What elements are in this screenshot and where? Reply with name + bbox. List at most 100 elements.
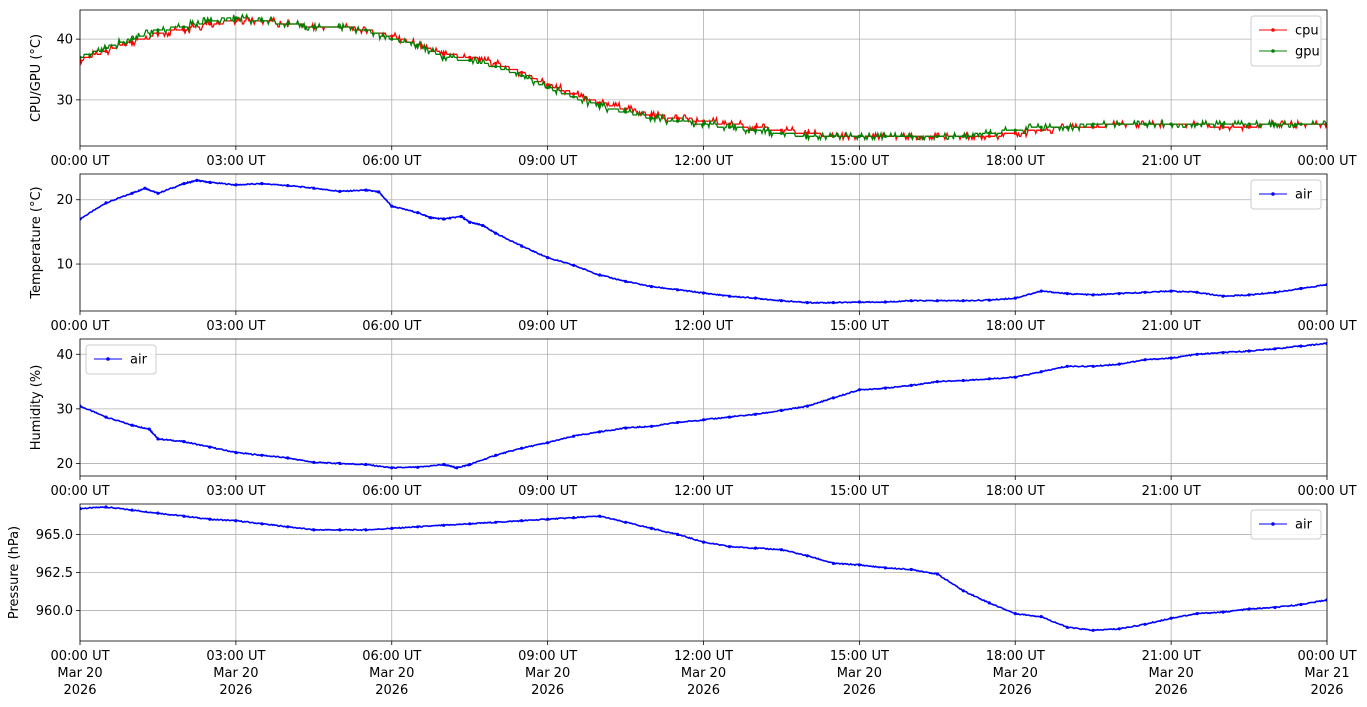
data-point-cpu	[442, 52, 446, 56]
x-tick-label: 03:00 UT	[206, 154, 265, 169]
x-tick-year-label: 2026	[219, 683, 252, 698]
data-point-air	[208, 445, 212, 449]
data-point-gpu	[364, 28, 368, 32]
x-tick-date-label: Mar 20	[525, 666, 570, 681]
data-point-air	[987, 601, 991, 605]
x-tick-label: 00:00 UT	[50, 649, 109, 664]
data-point-cpu	[468, 55, 472, 60]
data-point-gpu	[1221, 122, 1225, 126]
data-point-air	[130, 423, 134, 427]
x-tick-date-label: Mar 20	[993, 666, 1038, 681]
data-point-air	[779, 299, 784, 303]
x-tick-date-label: Mar 20	[1149, 666, 1194, 681]
x-tick-year-label: 2026	[999, 683, 1032, 698]
series-group	[80, 341, 1327, 470]
x-tick-label: 09:00 UT	[518, 649, 577, 664]
data-point-air	[649, 285, 654, 289]
data-point-air	[442, 217, 446, 221]
chart-panel-2: 00:00 UT 03:00 UT 06:00 UT 09:00 UT 12:00 UT…	[29, 173, 1357, 334]
data-point-air	[416, 211, 420, 215]
data-point-air	[286, 184, 290, 188]
y-tick-label: 960.0	[36, 604, 73, 619]
y-tick-label: 40	[56, 348, 73, 363]
data-point-cpu	[675, 116, 680, 120]
x-tick-date-label: Mar 20	[369, 666, 414, 681]
data-point-air	[442, 462, 446, 467]
data-point-gpu	[649, 116, 654, 120]
y-tick-label: 962.5	[36, 566, 73, 581]
data-point-cpu	[779, 128, 784, 132]
data-point-air	[1091, 364, 1095, 368]
x-tick-label: 21:00 UT	[1142, 319, 1201, 334]
chart-panel-1: 00:00 UT 03:00 UT 06:00 UT 09:00 UT 12:00 UT…	[29, 9, 1357, 169]
data-point-gpu	[1247, 122, 1251, 126]
y-tick-label: 20	[56, 457, 73, 472]
x-tick-label: 18:00 UT	[986, 154, 1045, 169]
data-point-air	[572, 434, 576, 438]
x-tick-year-label: 2026	[687, 683, 720, 698]
data-point-air	[1039, 289, 1043, 293]
data-point-air	[675, 420, 680, 425]
data-point-air	[1195, 612, 1199, 616]
data-point-air	[156, 437, 160, 441]
data-point-gpu	[857, 134, 862, 138]
y-axis-label: Temperature (°C)	[29, 186, 44, 299]
data-point-air	[1117, 627, 1121, 631]
x-tick-label: 15:00 UT	[830, 649, 889, 664]
data-point-air	[130, 191, 134, 195]
data-point-gpu	[156, 28, 160, 32]
data-point-air	[675, 532, 680, 537]
plot-frame	[79, 173, 1328, 312]
data-point-air	[909, 383, 913, 387]
data-point-gpu	[104, 46, 108, 50]
data-point-air	[364, 528, 368, 532]
data-point-air	[104, 415, 108, 419]
data-point-air	[546, 441, 550, 445]
data-point-cpu	[494, 61, 498, 65]
x-tick-label: 18:00 UT	[986, 319, 1045, 334]
x-tick-label: 03:00 UT	[206, 319, 265, 334]
data-point-air	[260, 453, 264, 457]
data-point-air	[494, 231, 498, 235]
data-point-air	[961, 589, 965, 593]
x-tick-label: 09:00 UT	[518, 319, 577, 334]
data-point-air	[416, 525, 420, 529]
data-point-air	[234, 450, 238, 455]
data-point-air	[1169, 356, 1173, 360]
x-tick-year-label: 2026	[1155, 683, 1188, 698]
data-point-air	[104, 201, 108, 205]
data-point-air	[338, 189, 342, 193]
data-point-air	[143, 186, 147, 190]
x-tick-label: 21:00 UT	[1142, 484, 1201, 499]
data-point-gpu	[753, 128, 758, 132]
data-point-air	[260, 182, 264, 186]
data-point-air	[468, 220, 472, 224]
x-tick-label: 18:00 UT	[986, 649, 1045, 664]
x-tick-label: 21:00 UT	[1142, 649, 1201, 664]
data-point-air	[1247, 293, 1251, 297]
data-point-air	[753, 412, 758, 416]
data-point-air	[1065, 625, 1069, 629]
data-point-air	[675, 288, 680, 292]
x-tick-label: 12:00 UT	[674, 319, 733, 334]
data-point-cpu	[1247, 125, 1251, 129]
data-point-air	[459, 214, 463, 219]
data-point-air	[987, 377, 991, 381]
data-point-air	[182, 182, 186, 186]
data-point-air	[1221, 294, 1225, 298]
chart-panel-4: 00:00 UT Mar 20 2026 03:00 UT Mar 20 2026 06:0…	[7, 503, 1357, 698]
x-tick-label: 00:00 UT	[50, 319, 109, 334]
y-tick-label: 30	[56, 402, 73, 417]
data-point-air	[805, 301, 810, 305]
series-group	[80, 13, 1327, 142]
data-point-air	[1169, 616, 1173, 620]
data-point-air	[598, 514, 602, 518]
data-point-air	[312, 186, 316, 190]
data-point-air	[987, 298, 991, 302]
data-point-air	[208, 517, 212, 521]
data-point-gpu	[701, 122, 706, 126]
data-point-air	[312, 528, 316, 532]
data-point-cpu	[1013, 131, 1017, 135]
data-point-air	[234, 183, 238, 187]
x-tick-year-label: 2026	[63, 683, 96, 698]
